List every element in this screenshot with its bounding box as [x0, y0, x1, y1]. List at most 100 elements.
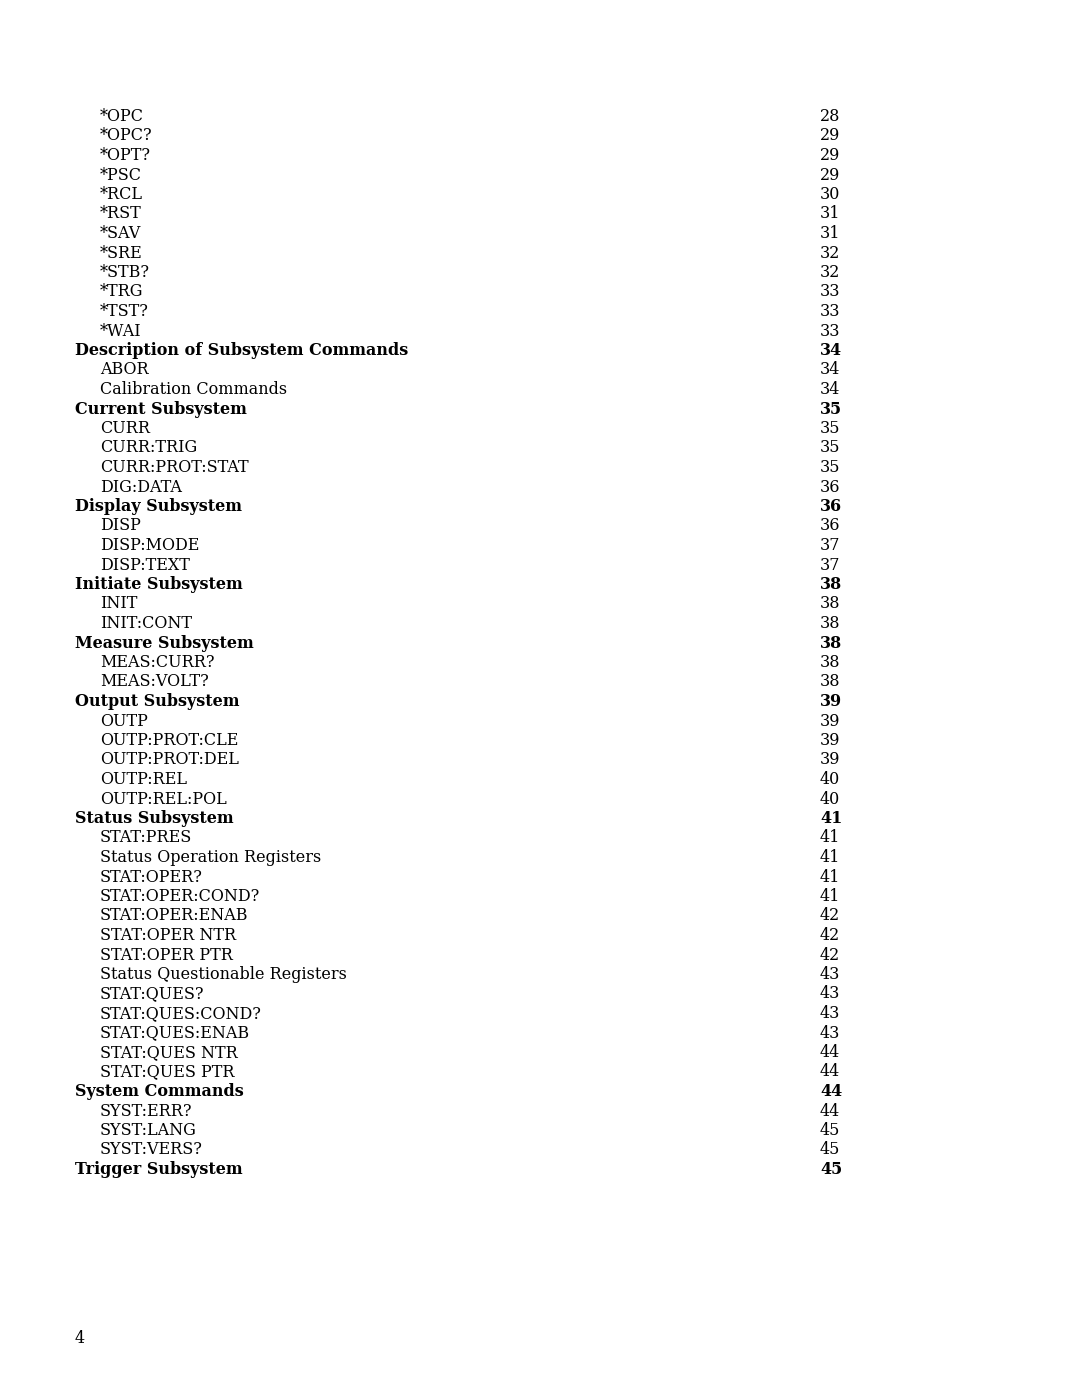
Text: *OPC: *OPC — [100, 108, 144, 124]
Text: 36: 36 — [820, 479, 840, 496]
Text: 34: 34 — [820, 362, 840, 379]
Text: *STB?: *STB? — [100, 264, 150, 281]
Text: *RCL: *RCL — [100, 186, 143, 203]
Text: 39: 39 — [820, 752, 840, 768]
Text: Display Subsystem: Display Subsystem — [75, 497, 242, 515]
Text: 33: 33 — [820, 284, 840, 300]
Text: 42: 42 — [820, 908, 840, 925]
Text: *SAV: *SAV — [100, 225, 141, 242]
Text: 38: 38 — [820, 654, 840, 671]
Text: 38: 38 — [820, 595, 840, 612]
Text: 36: 36 — [820, 497, 842, 515]
Text: 38: 38 — [820, 576, 842, 592]
Text: 35: 35 — [820, 401, 842, 418]
Text: 40: 40 — [820, 771, 840, 788]
Text: OUTP:REL: OUTP:REL — [100, 771, 187, 788]
Text: MEAS:CURR?: MEAS:CURR? — [100, 654, 215, 671]
Text: OUTP:PROT:CLE: OUTP:PROT:CLE — [100, 732, 239, 749]
Text: Description of Subsystem Commands: Description of Subsystem Commands — [75, 342, 408, 359]
Text: 41: 41 — [820, 849, 840, 866]
Text: 38: 38 — [820, 673, 840, 690]
Text: STAT:QUES:ENAB: STAT:QUES:ENAB — [100, 1024, 251, 1042]
Text: 45: 45 — [820, 1141, 840, 1158]
Text: 38: 38 — [820, 634, 842, 651]
Text: 44: 44 — [820, 1102, 840, 1119]
Text: *OPT?: *OPT? — [100, 147, 151, 163]
Text: *TRG: *TRG — [100, 284, 144, 300]
Text: 40: 40 — [820, 791, 840, 807]
Text: *WAI: *WAI — [100, 323, 141, 339]
Text: STAT:QUES PTR: STAT:QUES PTR — [100, 1063, 234, 1080]
Text: 43: 43 — [820, 985, 840, 1003]
Text: 33: 33 — [820, 303, 840, 320]
Text: 41: 41 — [820, 888, 840, 905]
Text: DISP:MODE: DISP:MODE — [100, 536, 200, 555]
Text: STAT:QUES:COND?: STAT:QUES:COND? — [100, 1004, 261, 1023]
Text: 45: 45 — [820, 1161, 842, 1178]
Text: 29: 29 — [820, 147, 840, 163]
Text: 35: 35 — [820, 460, 840, 476]
Text: OUTP:PROT:DEL: OUTP:PROT:DEL — [100, 752, 239, 768]
Text: 35: 35 — [820, 420, 840, 437]
Text: 44: 44 — [820, 1063, 840, 1080]
Text: 28: 28 — [820, 108, 840, 124]
Text: 38: 38 — [820, 615, 840, 631]
Text: *PSC: *PSC — [100, 166, 141, 183]
Text: Trigger Subsystem: Trigger Subsystem — [75, 1161, 243, 1178]
Text: *TST?: *TST? — [100, 303, 149, 320]
Text: 44: 44 — [820, 1083, 842, 1099]
Text: 43: 43 — [820, 965, 840, 983]
Text: SYST:LANG: SYST:LANG — [100, 1122, 197, 1139]
Text: Current Subsystem: Current Subsystem — [75, 401, 247, 418]
Text: 39: 39 — [820, 693, 842, 710]
Text: 34: 34 — [820, 342, 842, 359]
Text: STAT:PRES: STAT:PRES — [100, 830, 192, 847]
Text: 31: 31 — [820, 205, 840, 222]
Text: Calibration Commands: Calibration Commands — [100, 381, 287, 398]
Text: STAT:OPER NTR: STAT:OPER NTR — [100, 928, 237, 944]
Text: STAT:OPER:COND?: STAT:OPER:COND? — [100, 888, 260, 905]
Text: Status Questionable Registers: Status Questionable Registers — [100, 965, 347, 983]
Text: Output Subsystem: Output Subsystem — [75, 693, 240, 710]
Text: Initiate Subsystem: Initiate Subsystem — [75, 576, 243, 592]
Text: 32: 32 — [820, 244, 840, 261]
Text: 44: 44 — [820, 1044, 840, 1060]
Text: ABOR: ABOR — [100, 362, 149, 379]
Text: MEAS:VOLT?: MEAS:VOLT? — [100, 673, 208, 690]
Text: *OPC?: *OPC? — [100, 127, 152, 144]
Text: 39: 39 — [820, 712, 840, 729]
Text: OUTP:REL:POL: OUTP:REL:POL — [100, 791, 227, 807]
Text: System Commands: System Commands — [75, 1083, 244, 1099]
Text: 35: 35 — [820, 440, 840, 457]
Text: OUTP: OUTP — [100, 712, 148, 729]
Text: 30: 30 — [820, 186, 840, 203]
Text: DISP:TEXT: DISP:TEXT — [100, 556, 190, 574]
Text: DISP: DISP — [100, 517, 140, 535]
Text: SYST:ERR?: SYST:ERR? — [100, 1102, 192, 1119]
Text: CURR:TRIG: CURR:TRIG — [100, 440, 198, 457]
Text: STAT:QUES?: STAT:QUES? — [100, 985, 204, 1003]
Text: 43: 43 — [820, 1004, 840, 1023]
Text: STAT:QUES NTR: STAT:QUES NTR — [100, 1044, 238, 1060]
Text: 29: 29 — [820, 127, 840, 144]
Text: 33: 33 — [820, 323, 840, 339]
Text: STAT:OPER PTR: STAT:OPER PTR — [100, 947, 233, 964]
Text: Measure Subsystem: Measure Subsystem — [75, 634, 254, 651]
Text: 41: 41 — [820, 810, 842, 827]
Text: STAT:OPER?: STAT:OPER? — [100, 869, 203, 886]
Text: 31: 31 — [820, 225, 840, 242]
Text: SYST:VERS?: SYST:VERS? — [100, 1141, 203, 1158]
Text: 42: 42 — [820, 947, 840, 964]
Text: *SRE: *SRE — [100, 244, 143, 261]
Text: CURR: CURR — [100, 420, 150, 437]
Text: INIT:CONT: INIT:CONT — [100, 615, 192, 631]
Text: 4: 4 — [75, 1330, 85, 1347]
Text: 45: 45 — [820, 1122, 840, 1139]
Text: 34: 34 — [820, 381, 840, 398]
Text: *RST: *RST — [100, 205, 141, 222]
Text: DIG:DATA: DIG:DATA — [100, 479, 181, 496]
Text: 43: 43 — [820, 1024, 840, 1042]
Text: 39: 39 — [820, 732, 840, 749]
Text: Status Operation Registers: Status Operation Registers — [100, 849, 321, 866]
Text: 32: 32 — [820, 264, 840, 281]
